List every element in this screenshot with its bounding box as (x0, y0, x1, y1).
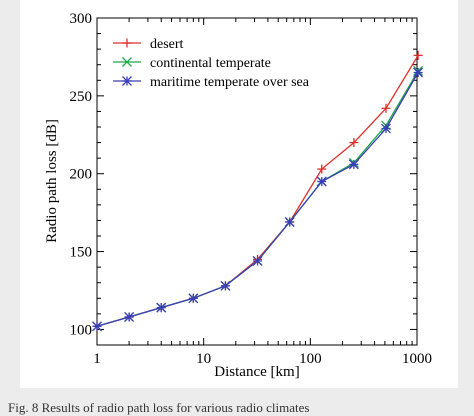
x-tick-label: 100 (299, 351, 322, 367)
tick-layer: 1 10 100 1000 100 150 200 250 300 (70, 11, 433, 367)
figure-caption: Fig. 8 Results of radio path loss for va… (8, 400, 310, 415)
figure-background (20, 0, 458, 388)
x-tick-label: 10 (196, 351, 211, 367)
legend-marker (122, 76, 132, 86)
legend-item: continental temperate (113, 56, 271, 71)
data-point (348, 159, 359, 170)
legend-item: maritime temperate over sea (113, 75, 310, 90)
legend-label: continental temperate (150, 56, 271, 71)
data-point (316, 176, 327, 187)
legend-item: desert (113, 37, 184, 52)
y-tick-label: 200 (70, 167, 93, 183)
legend-marker (122, 38, 132, 48)
y-tick-label: 250 (70, 89, 93, 105)
y-tick-label: 150 (70, 245, 93, 261)
data-point (252, 255, 263, 266)
data-point (124, 312, 135, 322)
data-point (413, 50, 423, 60)
series-layer (92, 50, 424, 332)
series-maritime-temperate-over-sea (92, 67, 424, 332)
data-point (413, 67, 424, 78)
data-point (188, 293, 199, 304)
data-point (284, 217, 295, 227)
x-tick-label: 1 (93, 351, 101, 367)
x-tick-label: 1000 (402, 351, 432, 367)
data-point (349, 138, 359, 148)
y-tick-label: 100 (70, 322, 93, 338)
legend: desert continental temperate maritime temp… (113, 37, 310, 90)
x-axis-label: Distance [km] (214, 364, 299, 380)
data-point (92, 321, 102, 332)
legend-label: maritime temperate over sea (150, 75, 310, 90)
data-point (156, 302, 167, 313)
legend-label: desert (150, 37, 184, 52)
y-tick-label: 300 (70, 11, 93, 27)
data-point (381, 123, 391, 134)
data-point (220, 280, 231, 291)
legend-marker (122, 57, 132, 67)
data-point (381, 103, 391, 113)
data-point (317, 164, 327, 174)
plot-frame (96, 17, 418, 346)
y-axis-label: Radio path loss [dB] (44, 119, 60, 243)
